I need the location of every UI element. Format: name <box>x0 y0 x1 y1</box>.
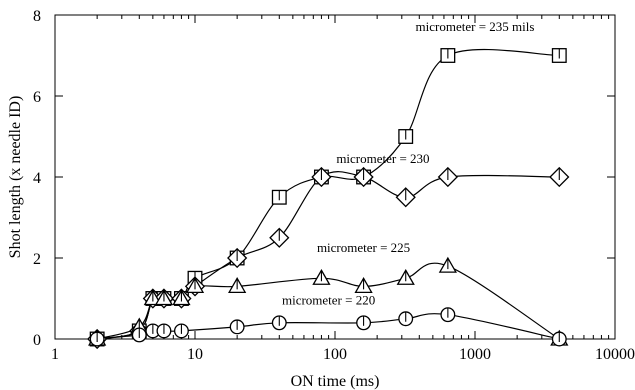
series-label: micrometer = 225 <box>317 240 410 255</box>
x-axis-label: ON time (ms) <box>291 373 380 390</box>
y-axis-label: Shot length (x needle ID) <box>7 96 24 259</box>
series-line <box>96 171 560 340</box>
x-tick-label: 100 <box>323 346 347 363</box>
y-tick-label: 0 <box>33 332 41 349</box>
series-label: micrometer = 235 mils <box>416 19 535 34</box>
y-tick-label: 8 <box>33 8 41 25</box>
x-tick-label: 10 <box>187 346 203 363</box>
axis-ticks: 1 10 100 1000 10000 0 2 4 6 8 <box>33 8 635 363</box>
series-label: micrometer = 230 <box>336 151 429 166</box>
x-tick-label: 1 <box>51 346 59 363</box>
y-tick-label: 6 <box>33 89 41 106</box>
y-tick-label: 4 <box>33 170 41 187</box>
y-tick-label: 2 <box>33 251 41 268</box>
series-labels: micrometer = 235 mils micrometer = 230 mic… <box>282 19 534 307</box>
x-tick-label: 1000 <box>459 346 491 363</box>
series-label: micrometer = 220 <box>282 293 375 308</box>
series-markers <box>87 48 570 350</box>
x-tick-label: 10000 <box>595 346 635 363</box>
